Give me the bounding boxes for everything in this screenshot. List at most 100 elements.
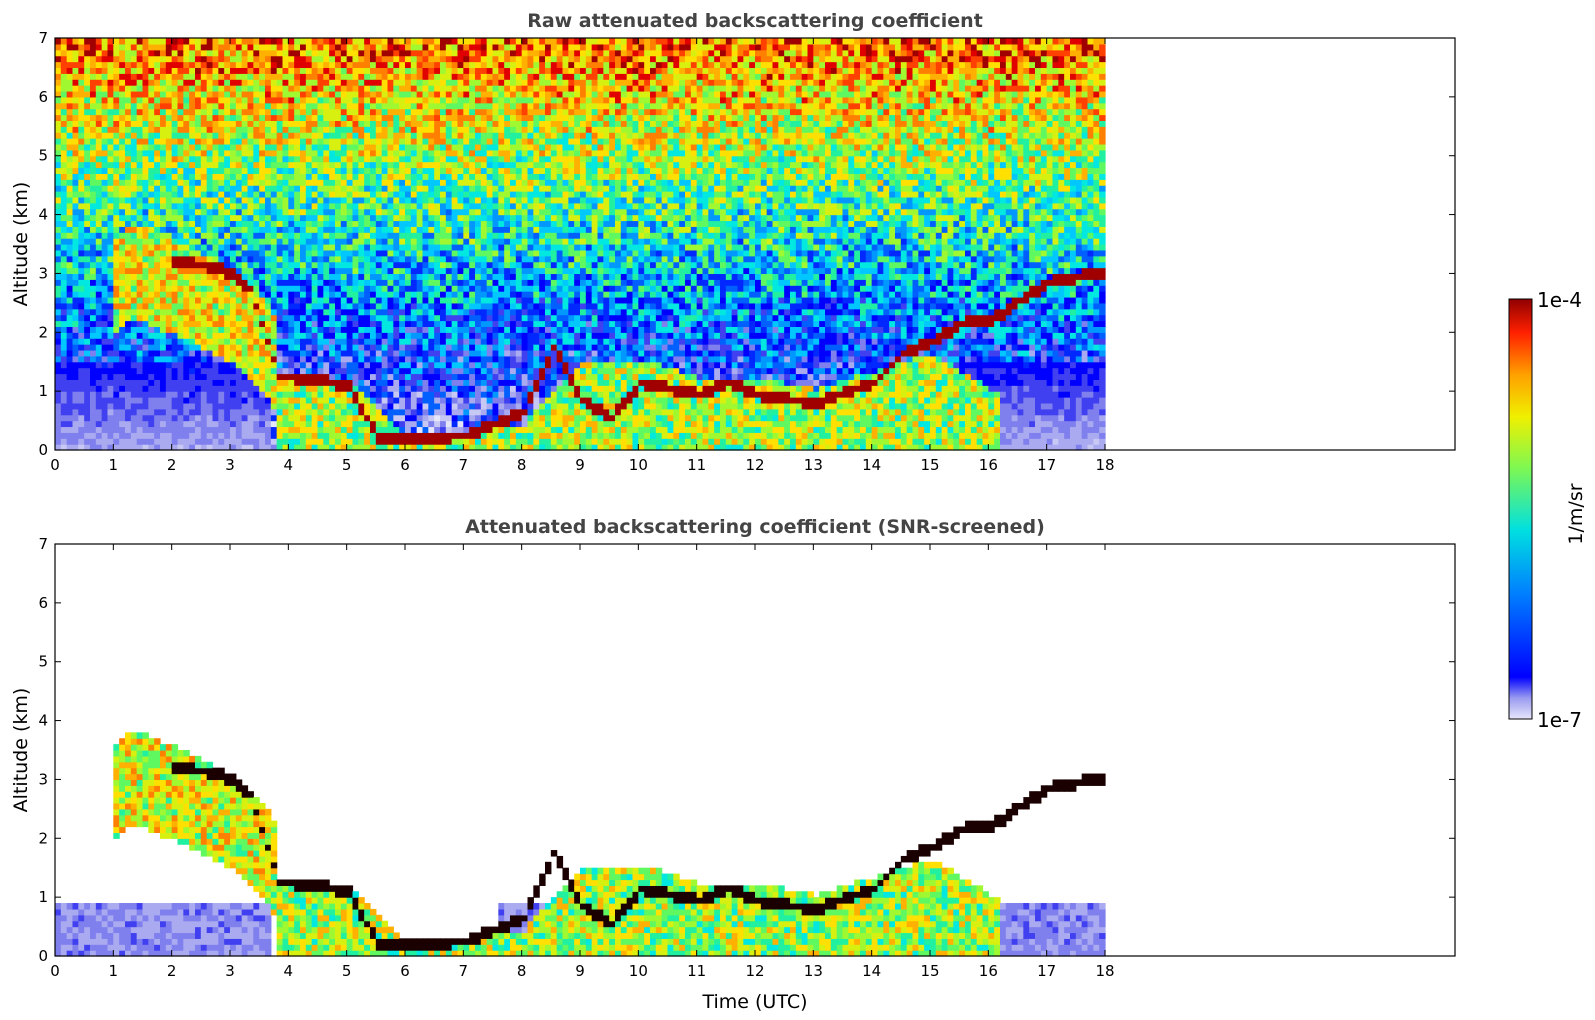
heatmap-cell [317,226,324,233]
heatmap-cell [364,55,371,63]
heatmap-cell [463,397,470,404]
heatmap-cell [405,296,412,304]
heatmap-cell [130,185,138,192]
heatmap-cell [60,226,68,233]
heatmap-cell [107,55,114,63]
heatmap-cell [72,85,79,92]
heatmap-cell [195,285,202,292]
heatmap-cell [125,102,132,110]
heatmap-cell [148,355,155,363]
heatmap-cell [265,385,272,392]
heatmap-cell [160,38,167,45]
heatmap-cell [393,267,400,275]
heatmap-cell [218,314,225,322]
heatmap-cell [294,296,301,304]
heatmap-cell [358,302,365,310]
heatmap-cell [189,220,196,227]
heatmap-cell [445,408,453,416]
heatmap-cell [335,179,342,186]
heatmap-cell [288,202,295,210]
heatmap-cell [457,432,464,439]
heatmap-cell [101,426,109,433]
heatmap-cell [154,302,161,310]
heatmap-cell [78,232,85,239]
heatmap-cell [171,96,179,104]
heatmap-cell [288,285,295,292]
heatmap-cell [288,420,295,428]
heatmap-cell [160,308,167,316]
heatmap-cell [177,414,184,422]
heatmap-cell [101,155,109,163]
heatmap-cell [259,155,266,163]
heatmap-cell [364,185,371,192]
heatmap-cell [247,55,254,63]
heatmap-cell [107,438,114,445]
heatmap-cell [340,61,348,69]
heatmap-cell [84,355,91,363]
heatmap-cell [90,402,97,410]
heatmap-cell [189,320,196,327]
heatmap-cell [335,261,342,269]
heatmap-cell [445,79,453,86]
heatmap-cell [66,349,74,357]
heatmap-cell [370,320,377,327]
heatmap-cell [370,249,377,257]
heatmap-cell [125,361,132,369]
heatmap-cell [78,202,85,210]
heatmap-cell [107,308,114,316]
heatmap-cell [323,38,330,45]
heatmap-cell [340,314,348,322]
heatmap-cell [253,132,260,139]
heatmap-cell [282,408,289,416]
heatmap-cell [346,314,354,322]
heatmap-cell [276,438,284,445]
heatmap-cell [393,167,400,174]
heatmap-cell [72,314,79,322]
heatmap-cell [60,43,68,51]
heatmap-cell [55,432,62,439]
heatmap-cell [113,49,120,57]
heatmap-cell [154,402,161,410]
heatmap-cell [107,373,114,380]
heatmap-cell [90,79,97,86]
heatmap-cell [90,67,97,74]
heatmap-cell [340,249,348,257]
heatmap-cell [136,67,144,74]
heatmap-cell [311,232,319,239]
heatmap-cell [259,73,266,80]
heatmap-cell [125,179,132,186]
heatmap-cell [60,332,68,339]
heatmap-cell [183,73,190,80]
heatmap-cell [90,132,97,139]
heatmap-cell [130,314,138,322]
heatmap-cell [142,73,149,80]
heatmap-cell [276,138,284,145]
heatmap-cell [329,367,336,375]
heatmap-cell [311,226,319,233]
heatmap-cell [183,108,190,116]
heatmap-cell [370,385,377,392]
heatmap-cell [451,38,459,45]
heatmap-cell [195,114,202,121]
heatmap-cell [119,355,126,363]
heatmap-cell [218,38,225,45]
heatmap-cell [300,108,307,116]
heatmap-cell [165,208,173,216]
heatmap-cell [247,332,254,339]
heatmap-cell [72,373,79,380]
heatmap-cell [317,155,324,163]
heatmap-cell [235,67,243,74]
heatmap-cell [352,49,359,57]
heatmap-cell [136,279,144,286]
heatmap-cell [165,408,173,416]
heatmap-cell [305,61,313,69]
heatmap-cell [282,126,289,133]
heatmap-cell [183,314,190,322]
heatmap-cell [335,79,342,86]
heatmap-cell [84,361,91,369]
heatmap-cell [416,420,424,428]
heatmap-cell [177,55,184,63]
heatmap-cell [323,85,330,92]
heatmap-cell [160,161,167,169]
heatmap-cell [329,320,336,327]
